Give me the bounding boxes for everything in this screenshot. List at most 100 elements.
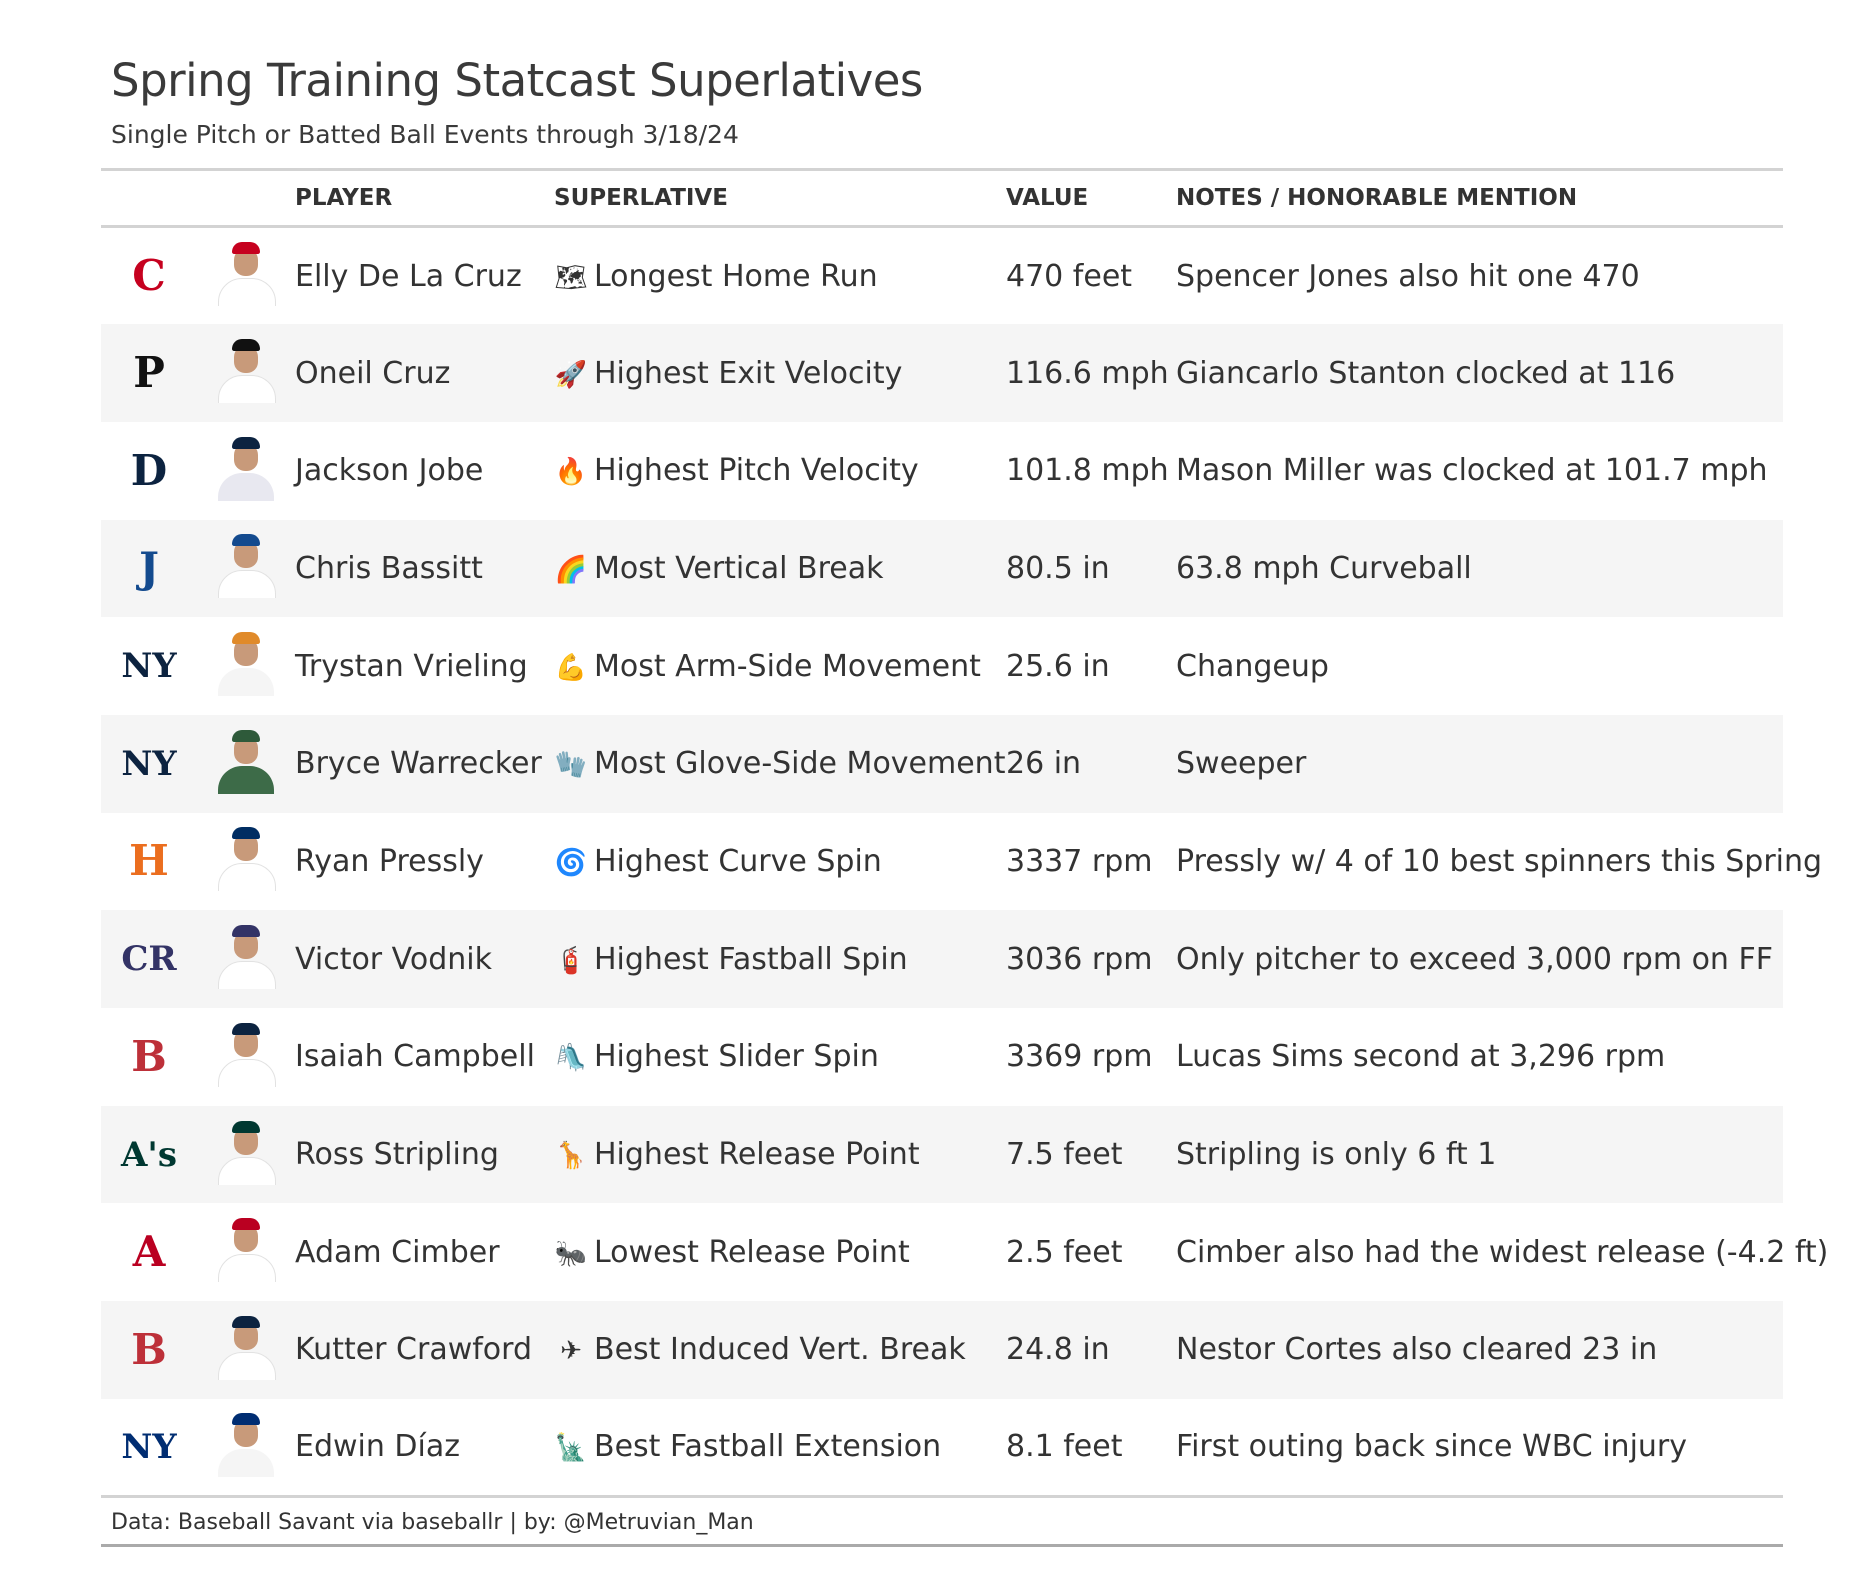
superlative-label: Lowest Release Point — [594, 1234, 910, 1270]
notes-cell: Mason Miller was clocked at 101.7 mph — [1176, 453, 1768, 489]
player-name: Elly De La Cruz — [295, 258, 522, 294]
team-logo: NY — [121, 743, 177, 784]
table-row: C Elly De La Cruz 🗺 Longest Home Run 470 … — [101, 227, 1783, 325]
headshot-cell — [197, 1399, 295, 1497]
team-logo-cell: B — [101, 1008, 197, 1106]
value-cell: 3369 rpm — [1006, 1039, 1153, 1075]
headshot-cap — [232, 242, 260, 255]
team-logo: A — [132, 1227, 166, 1277]
headshot-cap — [232, 632, 260, 645]
headshot-cap — [232, 729, 260, 742]
notes-cell: First outing back since WBC injury — [1176, 1429, 1688, 1465]
superlative-cell: 💪 Most Arm-Side Movement — [554, 617, 1006, 715]
headshot-cap — [232, 339, 260, 352]
superlative-label: Highest Fastball Spin — [594, 941, 908, 977]
team-logo-cell: H — [101, 813, 197, 911]
giraffe-icon: 🦒 — [554, 1141, 588, 1172]
superlative-label: Longest Home Run — [594, 258, 878, 294]
player-name: Adam Cimber — [295, 1234, 500, 1270]
value-cell: 24.8 in — [1006, 1332, 1110, 1368]
superlative-cell: 🗺 Longest Home Run — [554, 227, 1006, 325]
superlative-label: Most Glove-Side Movement — [594, 746, 1006, 782]
superlative-label: Most Vertical Break — [594, 550, 884, 586]
team-logo-cell: CR — [101, 910, 197, 1008]
player-headshot — [214, 628, 278, 697]
page-title: Spring Training Statcast Superlatives — [111, 54, 923, 107]
headshot-cap — [232, 436, 260, 449]
notes-cell: Spencer Jones also hit one 470 — [1176, 258, 1640, 294]
headshot-cell — [197, 1301, 295, 1399]
headshot-cell — [197, 422, 295, 520]
table-row: B Kutter Crawford ✈ Best Induced Vert. Br… — [101, 1301, 1783, 1399]
statue-of-liberty-icon: 🗽 — [554, 1433, 588, 1464]
team-logo-cell: NY — [101, 715, 197, 813]
superlative-cell: ✈ Best Induced Vert. Break — [554, 1301, 1006, 1399]
team-logo-cell: NY — [101, 617, 197, 715]
superlative-cell: 🌈 Most Vertical Break — [554, 520, 1006, 618]
team-logo: B — [131, 1031, 167, 1081]
player-name: Kutter Crawford — [295, 1332, 533, 1368]
player-headshot — [214, 433, 278, 501]
value-cell: 101.8 mph — [1006, 453, 1169, 489]
headshot-jersey — [218, 668, 274, 697]
team-logo-cell: A — [101, 1203, 197, 1301]
headshot-cap — [232, 1315, 260, 1328]
superlative-label: Most Arm-Side Movement — [594, 648, 981, 684]
map-icon: 🗺 — [554, 262, 588, 293]
notes-cell: Changeup — [1176, 648, 1329, 684]
table-row: B Isaiah Campbell 🛝 Highest Slider Spin 3… — [101, 1008, 1783, 1106]
team-logo-cell: D — [101, 422, 197, 520]
player-headshot — [214, 726, 278, 794]
notes-cell: Pressly w/ 4 of 10 best spinners this Sp… — [1176, 843, 1823, 879]
team-logo: J — [139, 543, 159, 593]
value-cell: 26 in — [1006, 746, 1082, 782]
header-headshot — [197, 169, 295, 228]
table-row: J Chris Bassitt 🌈 Most Vertical Break 80.… — [101, 519, 1783, 618]
superlative-label: Highest Release Point — [594, 1137, 920, 1173]
player-name: Trystan Vrieling — [295, 648, 528, 684]
team-logo: B — [131, 1324, 167, 1374]
superlative-label: Highest Slider Spin — [594, 1039, 879, 1075]
source-footer: Data: Baseball Savant via baseballr | by… — [101, 1498, 1783, 1547]
player-headshot — [214, 1117, 278, 1185]
rainbow-icon: 🌈 — [554, 554, 588, 585]
headshot-cell — [197, 520, 295, 618]
header-value: VALUE — [1006, 169, 1176, 228]
value-cell: 116.6 mph — [1006, 355, 1169, 391]
superlative-cell: 🧤 Most Glove-Side Movement — [554, 715, 1006, 813]
table-row: H Ryan Pressly 🌀 Highest Curve Spin 3337 … — [101, 813, 1823, 911]
team-logo-cell: NY — [101, 1399, 197, 1497]
header-notes: NOTES / HONORABLE MENTION — [1176, 169, 1783, 228]
header-player: PLAYER — [295, 169, 554, 228]
headshot-cell — [197, 910, 295, 1008]
slide-icon: 🛝 — [554, 1043, 588, 1074]
header-superlative: SUPERLATIVE — [554, 169, 1006, 228]
headshot-cap — [232, 1412, 260, 1425]
player-headshot — [214, 823, 278, 892]
team-logo: A's — [121, 1134, 177, 1175]
fire-icon: 🔥 — [554, 457, 588, 488]
value-cell: 25.6 in — [1006, 648, 1110, 684]
table-row: A Adam Cimber 🐜 Lowest Release Point 2.5 … — [101, 1203, 1828, 1301]
superlative-cell: 🛝 Highest Slider Spin — [554, 1008, 1006, 1106]
table-row: NY Edwin Díaz 🗽 Best Fastball Extension 8… — [101, 1399, 1783, 1497]
notes-cell: Stripling is only 6 ft 1 — [1176, 1137, 1497, 1173]
player-name: Chris Bassitt — [295, 550, 483, 586]
headshot-cell — [197, 227, 295, 325]
value-cell: 7.5 feet — [1006, 1137, 1123, 1173]
player-headshot — [214, 335, 278, 404]
player-headshot — [214, 1214, 278, 1283]
player-headshot — [214, 921, 278, 990]
team-logo-cell: B — [101, 1301, 197, 1399]
value-cell: 470 feet — [1006, 258, 1133, 294]
headshot-cell — [197, 715, 295, 813]
value-cell: 8.1 feet — [1006, 1429, 1123, 1465]
headshot-cap — [232, 1120, 260, 1133]
superlative-cell: 🌀 Highest Curve Spin — [554, 813, 1006, 911]
player-headshot — [214, 1409, 278, 1477]
player-headshot — [214, 530, 278, 599]
notes-cell: Only pitcher to exceed 3,000 rpm on FF — [1176, 941, 1773, 977]
table-row: CR Victor Vodnik 🧯 Highest Fastball Spin … — [101, 910, 1783, 1008]
superlative-label: Highest Curve Spin — [594, 843, 882, 879]
header-logo — [101, 169, 197, 228]
